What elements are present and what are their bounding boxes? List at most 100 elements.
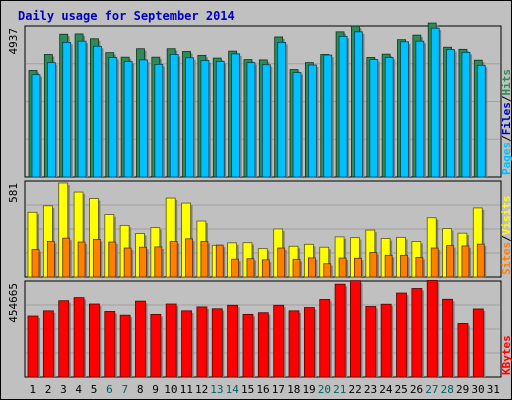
x-tick-label-8: 8 xyxy=(137,383,144,396)
x-tick-label-18: 18 xyxy=(287,383,300,396)
kbytes-bar-29 xyxy=(457,323,469,378)
kbytes-bar-19 xyxy=(303,307,315,378)
kbytes-bar-1 xyxy=(27,315,39,378)
x-tick-label-27: 27 xyxy=(425,383,438,396)
kbytes-bar-9 xyxy=(150,313,162,378)
legend-entry-sep: / xyxy=(500,95,512,102)
kbytes-bar-22 xyxy=(350,280,361,378)
x-tick-label-10: 10 xyxy=(164,383,177,396)
kbytes-bar-11 xyxy=(181,310,192,378)
hits-bar-15 xyxy=(246,62,256,178)
x-tick-label-25: 25 xyxy=(395,383,408,396)
kbytes-bar-23 xyxy=(365,306,377,378)
kbytes-bar-25 xyxy=(396,292,407,378)
x-tick-label-15: 15 xyxy=(241,383,254,396)
x-tick-label-29: 29 xyxy=(456,383,469,396)
sites-bar-17 xyxy=(277,247,286,278)
x-tick-label-21: 21 xyxy=(333,383,346,396)
kbytes-bar-13 xyxy=(211,308,223,378)
sites-bar-18 xyxy=(292,258,301,278)
legend-middle: Sites/Visits xyxy=(500,196,512,276)
sites-bar-3 xyxy=(62,237,71,278)
x-tick-label-5: 5 xyxy=(91,383,98,396)
sites-bar-6 xyxy=(108,241,117,278)
x-tick-label-19: 19 xyxy=(302,383,315,396)
kbytes-bar-17 xyxy=(273,304,285,378)
kbytes-bar-3 xyxy=(58,300,70,378)
x-tick-label-7: 7 xyxy=(121,383,128,396)
kbytes-panel xyxy=(24,280,502,378)
x-tick-label-9: 9 xyxy=(152,383,159,396)
kbytes-bar-18 xyxy=(288,310,300,378)
kbytes-bar-16 xyxy=(257,312,269,378)
hits-bar-23 xyxy=(369,59,379,178)
sites-bar-24 xyxy=(384,254,393,278)
hits-bar-20 xyxy=(323,54,333,178)
sites-bar-2 xyxy=(46,241,55,278)
chart-title: Daily usage for September 2014 xyxy=(18,9,235,23)
kbytes-bar-30 xyxy=(472,308,484,378)
sites-bar-25 xyxy=(400,254,408,278)
sites-bar-29 xyxy=(461,245,470,278)
hits-bar-1 xyxy=(31,74,41,178)
x-tick-label-16: 16 xyxy=(256,383,269,396)
kbytes-bar-21 xyxy=(334,283,346,378)
visits-sites-scale-label: 581 xyxy=(7,183,20,203)
sites-bar-4 xyxy=(77,241,86,278)
legend-entry-sites: Sites xyxy=(500,242,512,275)
hits-bar-8 xyxy=(139,59,148,178)
hits-bar-25 xyxy=(400,41,409,178)
x-tick-label-14: 14 xyxy=(226,383,240,396)
hits-bar-6 xyxy=(108,57,118,178)
kbytes-bar-12 xyxy=(196,306,208,378)
hits-bar-13 xyxy=(215,61,225,178)
sites-bar-10 xyxy=(169,241,178,278)
x-tick-label-23: 23 xyxy=(364,383,377,396)
x-tick-label-31: 31 xyxy=(487,383,500,396)
kbytes-bar-27 xyxy=(426,280,438,378)
hits-bar-3 xyxy=(62,41,72,178)
sites-bar-30 xyxy=(476,243,485,278)
sites-bar-22 xyxy=(354,257,362,278)
visits-sites-panel xyxy=(24,180,502,278)
hits-bar-11 xyxy=(185,57,194,178)
legend-bottom: KBytes xyxy=(500,335,512,375)
hits-bar-9 xyxy=(154,64,164,178)
sites-bar-23 xyxy=(369,252,378,278)
sites-bar-5 xyxy=(93,239,101,278)
hits-bar-17 xyxy=(277,41,287,178)
sites-bar-1 xyxy=(31,249,40,278)
sites-bar-20 xyxy=(323,263,332,278)
pages-files-hits-scale-label: 4937 xyxy=(7,28,20,55)
sites-bar-8 xyxy=(139,246,147,278)
kbytes-bar-5 xyxy=(89,303,100,378)
x-tick-label-11: 11 xyxy=(180,383,193,396)
x-tick-label-1: 1 xyxy=(29,383,36,396)
hits-bar-10 xyxy=(169,54,179,178)
hits-bar-18 xyxy=(292,72,302,178)
sites-bar-26 xyxy=(415,257,424,278)
legend-entry-kbytes: KBytes xyxy=(500,335,512,375)
kbytes-bar-10 xyxy=(165,303,177,378)
sites-bar-14 xyxy=(231,258,240,278)
legend-entry-pages: Pages xyxy=(500,142,512,175)
x-tick-label-17: 17 xyxy=(272,383,285,396)
x-tick-label-4: 4 xyxy=(75,383,82,396)
kbytes-bar-2 xyxy=(42,310,54,378)
hits-bar-27 xyxy=(430,27,440,178)
kbytes-bar-28 xyxy=(442,298,453,378)
kbytes-bar-6 xyxy=(104,311,116,378)
x-tick-label-6: 6 xyxy=(106,383,113,396)
sites-bar-21 xyxy=(338,257,347,278)
hits-bar-24 xyxy=(384,57,394,178)
sites-bar-19 xyxy=(307,257,316,278)
hits-bar-2 xyxy=(46,62,56,178)
hits-bar-28 xyxy=(446,49,455,178)
kbytes-bar-8 xyxy=(135,300,146,378)
hits-bar-16 xyxy=(261,64,271,178)
sites-bar-27 xyxy=(430,247,439,278)
scale-labels: 4937 581 454665 xyxy=(7,28,20,323)
kbytes-bar-4 xyxy=(73,297,85,378)
